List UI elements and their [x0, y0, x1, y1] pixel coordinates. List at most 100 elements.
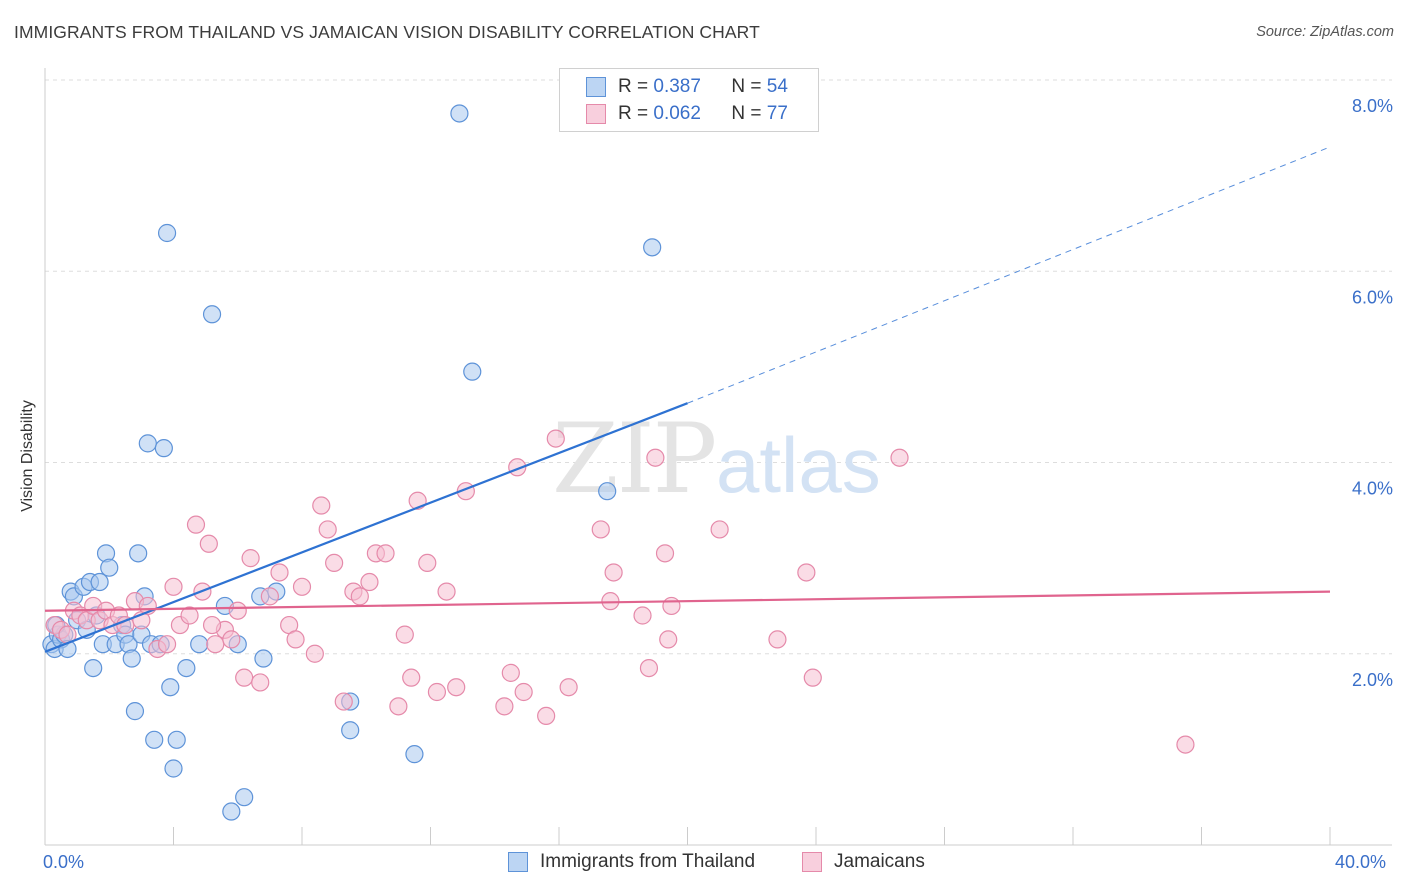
- jamaicans-point: [427, 682, 447, 702]
- jamaicans-point: [591, 520, 610, 539]
- series-swatch-thailand: [508, 852, 528, 872]
- jamaicans-point: [402, 668, 421, 687]
- thailand-point: [161, 678, 180, 697]
- legend-row-thailand: R = 0.387 N = 54: [586, 75, 788, 99]
- jamaicans-point: [437, 582, 456, 601]
- thailand-point: [129, 544, 148, 563]
- legend-row-jamaicans: R = 0.062 N = 77: [586, 102, 788, 126]
- legend-n-label: N =: [731, 76, 762, 97]
- jamaicans-point: [164, 577, 183, 596]
- thailand-point: [222, 802, 241, 821]
- jamaicans-point: [325, 553, 344, 573]
- thailand-point: [643, 238, 662, 257]
- jamaicans-point: [260, 587, 279, 606]
- watermark-atlas: atlas: [716, 421, 881, 509]
- jamaicans-point: [206, 635, 225, 654]
- jamaicans-point: [395, 625, 414, 644]
- jamaicans-point: [514, 682, 533, 702]
- thailand-point: [84, 658, 103, 678]
- thailand-point: [157, 223, 177, 243]
- y-tick-label: 8.0%: [1352, 96, 1393, 116]
- jamaicans-point: [360, 572, 379, 592]
- jamaicans-point: [890, 448, 909, 467]
- thailand-point: [122, 649, 141, 668]
- jamaicans-point: [199, 534, 218, 553]
- jamaicans-point: [222, 630, 241, 649]
- jamaicans-point: [418, 553, 437, 573]
- jamaicans-point: [646, 448, 665, 467]
- jamaicans-point: [241, 549, 260, 568]
- series-legend: Immigrants from Thailand Jamaicans: [0, 851, 1406, 877]
- series-legend-jamaicans: Jamaicans: [802, 851, 925, 873]
- jamaicans-point: [546, 429, 565, 448]
- thailand-point: [145, 730, 164, 749]
- legend-r-label: R =: [618, 76, 649, 97]
- legend-r-value: 0.062: [653, 103, 701, 124]
- jamaicans-point: [604, 563, 623, 582]
- jamaicans-point: [228, 601, 247, 620]
- thailand-point: [90, 572, 109, 592]
- jamaicans-point: [768, 630, 787, 649]
- jamaicans-point: [186, 515, 206, 534]
- thailand-trend-extension: [687, 146, 1331, 404]
- legend-n-label: N =: [731, 103, 762, 124]
- y-tick-label: 2.0%: [1352, 670, 1393, 690]
- series-legend-thailand: Immigrants from Thailand: [508, 851, 755, 873]
- x-tick-label-max: 40.0%: [1335, 852, 1387, 872]
- jamaicans-point: [157, 635, 177, 654]
- watermark-zip: ZIP: [552, 403, 715, 515]
- jamaicans-point: [312, 496, 331, 515]
- jamaicans-point: [376, 544, 395, 563]
- jamaicans-point: [447, 678, 466, 697]
- source-label: Source: ZipAtlas.com: [1256, 24, 1394, 40]
- jamaicans-point: [270, 563, 289, 582]
- thailand-point: [100, 558, 119, 577]
- jamaicans-point: [797, 563, 816, 582]
- jamaicans-point: [292, 577, 312, 596]
- correlation-legend: R = 0.387 N = 54 R = 0.062 N = 77: [559, 68, 819, 132]
- jamaicans-point: [180, 606, 199, 625]
- thailand-point: [167, 730, 186, 749]
- thailand-point: [154, 439, 173, 458]
- jamaicans-point: [305, 644, 324, 663]
- jamaicans-point: [659, 630, 678, 649]
- jamaicans-point: [501, 663, 520, 682]
- jamaicans-point: [803, 668, 822, 687]
- x-tick-label-min: 0.0%: [43, 852, 85, 872]
- jamaicans-point: [251, 673, 270, 692]
- jamaicans-point: [389, 697, 408, 716]
- jamaicans-point: [318, 520, 337, 539]
- jamaicans-trend-line: [44, 590, 1331, 612]
- thailand-point: [190, 635, 209, 654]
- jamaicans-point: [286, 630, 305, 649]
- y-tick-label: 4.0%: [1352, 479, 1393, 499]
- legend-swatch-jamaicans: [586, 104, 606, 124]
- jamaicans-point: [710, 520, 729, 539]
- jamaicans-point: [633, 606, 652, 625]
- legend-r-value: 0.387: [653, 76, 701, 97]
- thailand-point: [235, 788, 254, 807]
- jamaicans-point: [334, 692, 353, 711]
- thailand-point: [254, 649, 273, 668]
- chart-title: IMMIGRANTS FROM THAILAND VS JAMAICAN VIS…: [14, 22, 760, 42]
- thailand-point: [138, 434, 157, 453]
- legend-swatch-thailand: [586, 77, 606, 97]
- jamaicans-point: [662, 596, 681, 616]
- thailand-point: [177, 658, 196, 678]
- thailand-point: [125, 702, 145, 721]
- thailand-point: [164, 759, 183, 778]
- jamaicans-point: [235, 668, 254, 687]
- jamaicans-point: [350, 587, 369, 606]
- series-name-jamaicans: Jamaicans: [834, 851, 925, 872]
- thailand-point: [202, 305, 222, 324]
- series-swatch-jamaicans: [802, 852, 822, 872]
- thailand-point: [341, 721, 360, 740]
- jamaicans-point: [537, 706, 556, 726]
- jamaicans-point: [639, 658, 659, 678]
- thailand-trend-line: [44, 402, 688, 653]
- series-name-thailand: Immigrants from Thailand: [540, 851, 756, 872]
- legend-n-value: 54: [766, 76, 788, 97]
- legend-r-label: R =: [618, 103, 649, 124]
- y-tick-label: 6.0%: [1352, 287, 1393, 307]
